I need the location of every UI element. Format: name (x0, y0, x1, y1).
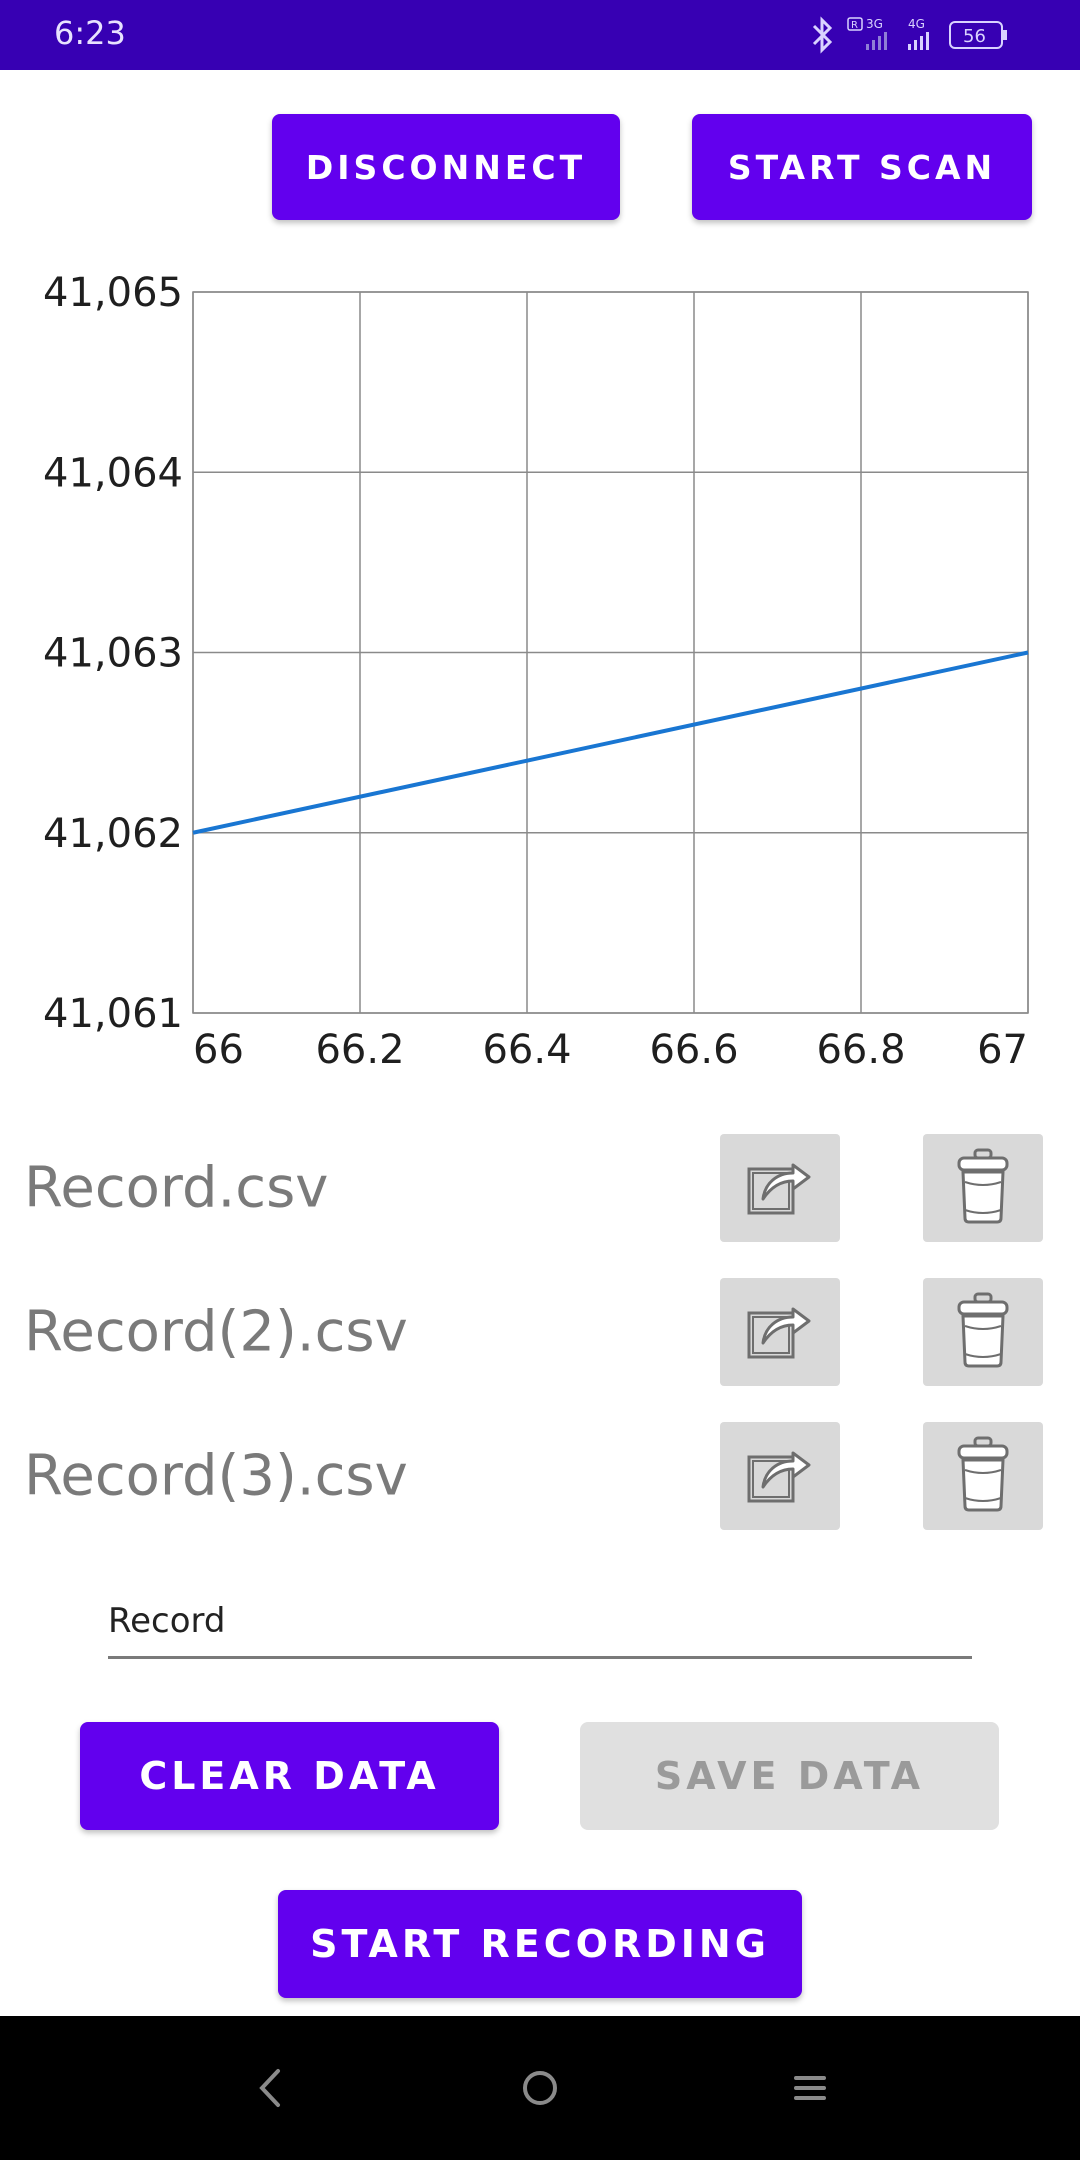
x-tick-label: 67 (977, 1027, 1028, 1073)
x-tick-label: 66.2 (315, 1027, 404, 1073)
battery-icon: 56 (949, 21, 1007, 49)
y-tick-label: 41,062 (43, 811, 183, 857)
chart-series (192, 650, 1029, 835)
share-icon (743, 1297, 817, 1367)
list-item: Record(3).csv (0, 1404, 1080, 1548)
y-tick-label: 41,065 (43, 270, 183, 316)
series-line (192, 650, 1029, 835)
save-data-button[interactable]: SAVE DATA (580, 1722, 999, 1830)
share-icon (743, 1153, 817, 1223)
trash-icon (955, 1290, 1011, 1374)
delete-button[interactable] (923, 1422, 1043, 1530)
record-file-name: Record(3).csv (24, 1443, 408, 1509)
back-icon (259, 2069, 280, 2107)
y-tick-label: 41,063 (43, 631, 183, 677)
navigation-bar (0, 2016, 1080, 2160)
back-button[interactable] (234, 2052, 306, 2124)
y-tick-label: 41,061 (43, 991, 183, 1037)
home-button[interactable] (504, 2052, 576, 2124)
trash-icon (955, 1146, 1011, 1230)
status-bar: 6:23 R 3G 4G (0, 0, 1080, 70)
svg-text:3G: 3G (866, 17, 883, 31)
x-axis-ticks: 66 66.2 66.4 66.6 66.8 67 (193, 1027, 1028, 1073)
signal-3g-icon: R 3G (847, 17, 887, 50)
svg-text:4G: 4G (908, 17, 925, 31)
filename-field[interactable] (108, 1586, 972, 1659)
svg-text:56: 56 (963, 26, 986, 47)
y-tick-label: 41,064 (43, 450, 183, 496)
clear-data-button[interactable]: CLEAR DATA (80, 1722, 499, 1830)
delete-button[interactable] (923, 1278, 1043, 1386)
record-file-name: Record(2).csv (24, 1299, 408, 1365)
start-recording-button[interactable]: START RECORDING (278, 1890, 802, 1998)
trash-icon (955, 1434, 1011, 1518)
share-icon (743, 1441, 817, 1511)
share-button[interactable] (720, 1278, 840, 1386)
x-tick-label: 66.8 (816, 1027, 905, 1073)
menu-icon (794, 2076, 826, 2100)
menu-button[interactable] (774, 2052, 846, 2124)
filename-input[interactable] (108, 1596, 968, 1646)
chart-grid (192, 291, 1029, 1014)
y-axis-ticks: 41,065 41,064 41,063 41,062 41,061 (43, 270, 183, 1037)
share-button[interactable] (720, 1134, 840, 1242)
signal-4g-icon: 4G (908, 17, 929, 50)
list-item: Record.csv (0, 1116, 1080, 1260)
line-chart: 41,065 41,064 41,063 41,062 41,061 66 66.2 66.… (43, 270, 1029, 1073)
delete-button[interactable] (923, 1134, 1043, 1242)
x-tick-label: 66 (193, 1027, 244, 1073)
start-scan-button[interactable]: START SCAN (692, 114, 1032, 220)
status-icons: R 3G 4G 56 (804, 14, 1054, 58)
home-icon (523, 2071, 557, 2105)
svg-text:R: R (851, 20, 858, 31)
bluetooth-icon (812, 16, 833, 54)
x-tick-label: 66.4 (482, 1027, 571, 1073)
status-time: 6:23 (54, 14, 126, 52)
share-button[interactable] (720, 1422, 840, 1530)
list-item: Record(2).csv (0, 1260, 1080, 1404)
record-file-name: Record.csv (24, 1155, 329, 1221)
disconnect-button[interactable]: DISCONNECT (272, 114, 620, 220)
x-tick-label: 66.6 (649, 1027, 738, 1073)
